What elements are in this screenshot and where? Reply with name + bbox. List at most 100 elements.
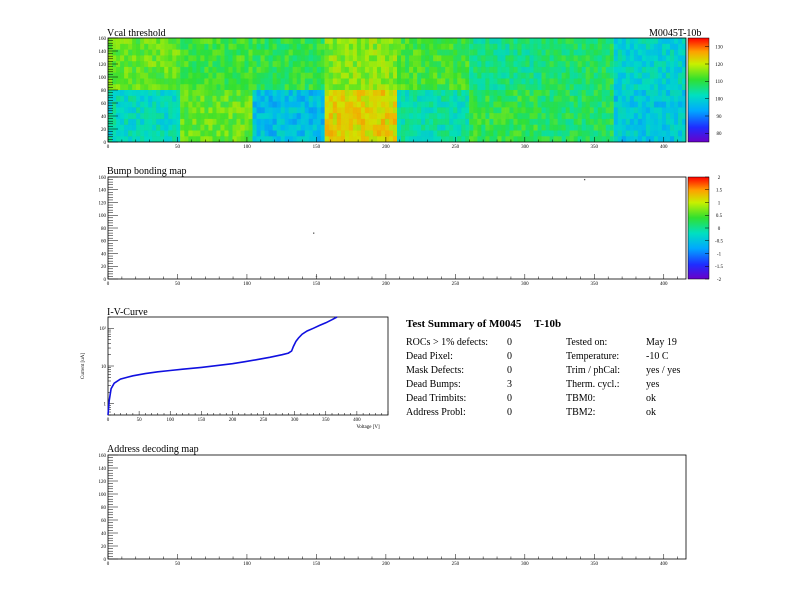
summary-right-label: TBM2:	[566, 407, 596, 418]
address-decoding-map: 0 50 100 150 200 250 300 350 400 0 20 40 60 80 100 120 1…	[99, 454, 687, 567]
iv-curve-plot: 0 50 100 150 200 250 300 350 400 1 10 10² Voltage [V…	[81, 316, 389, 430]
summary-left-label: ROCs > 1% defects:	[406, 337, 489, 348]
summary-right-value: yes	[646, 379, 660, 390]
addr-x-tick-label: 50	[175, 562, 181, 567]
bump-x-tick-label: 250	[452, 282, 460, 287]
addr-y-tick-label: 100	[99, 493, 107, 498]
summary-left-label: Dead Trimbits:	[406, 393, 467, 404]
addr-x-tick-label: 400	[660, 562, 668, 567]
vcal-colorbar-label: 130	[715, 45, 723, 50]
address-decoding-title: Address decoding map	[107, 444, 199, 455]
bump-y-tick-label: 80	[101, 227, 107, 232]
module-id-label: M0045T-10b	[649, 28, 702, 39]
bump-x-tick-label: 400	[660, 282, 668, 287]
vcal-colorbar-label: 110	[715, 80, 723, 85]
summary-left-value: 0	[507, 407, 512, 418]
bump-colorbar-label: 0	[718, 227, 721, 232]
vcal-y-tick-label: 100	[99, 76, 107, 81]
vcal-x-tick-label: 100	[243, 145, 251, 150]
summary-right-value: -10 C	[646, 351, 669, 362]
bump-y-tick-label: 100	[99, 214, 107, 219]
vcal-y-tick-label: 60	[101, 102, 107, 107]
bump-y-tick-label: 160	[99, 176, 107, 181]
bump-bonding-map: 0 50 100 150 200 250 300 350 4000204060801001201…	[99, 176, 724, 287]
bump-colorbar-label: 2	[718, 176, 721, 181]
vcal-y-tick-label: 80	[101, 89, 107, 94]
vcal-colorbar-label: 120	[715, 63, 723, 68]
iv-x-tick-label: 100	[166, 418, 174, 423]
summary-left-value: 0	[507, 351, 512, 362]
bump-colorbar-label: -2	[717, 278, 722, 283]
iv-x-tick-label: 50	[137, 418, 143, 423]
iv-x-tick-label: 0	[107, 418, 110, 423]
vcal-y-tick-label: 0	[104, 141, 107, 146]
iv-x-tick-label: 250	[260, 418, 268, 423]
bump-y-tick-label: 120	[99, 201, 107, 206]
bump-y-tick-label: 40	[101, 252, 107, 257]
vcal-y-tick-label: 40	[101, 115, 107, 120]
summary-left-label: Dead Bumps:	[406, 379, 461, 390]
iv-y-tick-label: 10	[101, 365, 107, 370]
bump-x-tick-label: 0	[107, 282, 110, 287]
addr-y-tick-label: 80	[101, 506, 107, 511]
bump-colorbar-label: -1.5	[715, 265, 723, 270]
bump-x-tick-label: 350	[591, 282, 599, 287]
bump-x-tick-label: 200	[382, 282, 390, 287]
summary-right-value: yes / yes	[646, 365, 681, 376]
bump-colorbar-label: 1	[718, 201, 721, 206]
addr-x-tick-label: 150	[313, 562, 321, 567]
summary-right-label: TBM0:	[566, 393, 596, 404]
addr-y-tick-label: 140	[99, 467, 107, 472]
bump-y-tick-label: 0	[104, 278, 107, 283]
addr-y-tick-label: 160	[99, 454, 107, 459]
summary-right-label: Temperature:	[566, 351, 620, 362]
bump-x-tick-label: 100	[243, 282, 251, 287]
summary-left-value: 0	[507, 393, 512, 404]
vcal-x-tick-label: 150	[313, 145, 321, 150]
addr-y-tick-label: 120	[99, 480, 107, 485]
dead-bump-marker	[583, 178, 586, 181]
bump-colorbar-label: -0.5	[715, 240, 723, 245]
addr-x-tick-label: 200	[382, 562, 390, 567]
bump-colorbar	[688, 177, 709, 279]
vcal-threshold-map: 0 50 100 150 200 250 300 350 400 0 20 40 60 80 100 120 1…	[99, 37, 724, 150]
iv-x-tick-label: 150	[198, 418, 206, 423]
vcal-colorbar-frame	[687, 37, 710, 143]
summary-right-value: ok	[646, 407, 656, 418]
bump-y-tick-label: 60	[101, 240, 107, 245]
vcal-colorbar-label: 80	[717, 132, 723, 137]
vcal-x-tick-label: 300	[521, 145, 529, 150]
addr-x-tick-label: 300	[521, 562, 529, 567]
iv-xlabel: Voltage [V]	[356, 425, 380, 430]
summary-right-value: May 19	[646, 337, 677, 348]
addr-x-tick-label: 0	[107, 562, 110, 567]
summary-left-value: 0	[507, 365, 512, 376]
bump-y-tick-label: 20	[101, 265, 107, 270]
addr-y-tick-label: 0	[104, 558, 107, 563]
vcal-x-tick-label: 350	[591, 145, 599, 150]
iv-x-tick-label: 300	[291, 418, 299, 423]
iv-series-line	[107, 316, 338, 416]
summary-right-label: Therm. cycl.:	[566, 379, 620, 390]
bump-x-tick-label: 150	[313, 282, 321, 287]
vcal-y-tick-label: 140	[99, 50, 107, 55]
vcal-x-tick-label: 0	[107, 145, 110, 150]
addr-x-tick-label: 100	[243, 562, 251, 567]
summary-left-label: Dead Pixel:	[406, 351, 453, 362]
map-noise	[108, 38, 686, 142]
summary-right-value: ok	[646, 393, 656, 404]
summary-left-value: 3	[507, 379, 512, 390]
bump-y-tick-label: 140	[99, 189, 107, 194]
iv-ylabel: Current [uA]	[81, 353, 86, 379]
iv-x-tick-label: 200	[229, 418, 237, 423]
summary-right-label: Tested on:	[566, 337, 608, 348]
bump-frame	[107, 176, 687, 280]
vcal-x-tick-label: 400	[660, 145, 668, 150]
vcal-y-tick-label: 160	[99, 37, 107, 42]
summary-right-label: Trim / phCal:	[566, 365, 621, 376]
iv-y-tick-label: 1	[104, 402, 107, 407]
iv-frame	[107, 316, 389, 416]
vcal-x-tick-label: 200	[382, 145, 390, 150]
addr-frame	[107, 454, 687, 560]
